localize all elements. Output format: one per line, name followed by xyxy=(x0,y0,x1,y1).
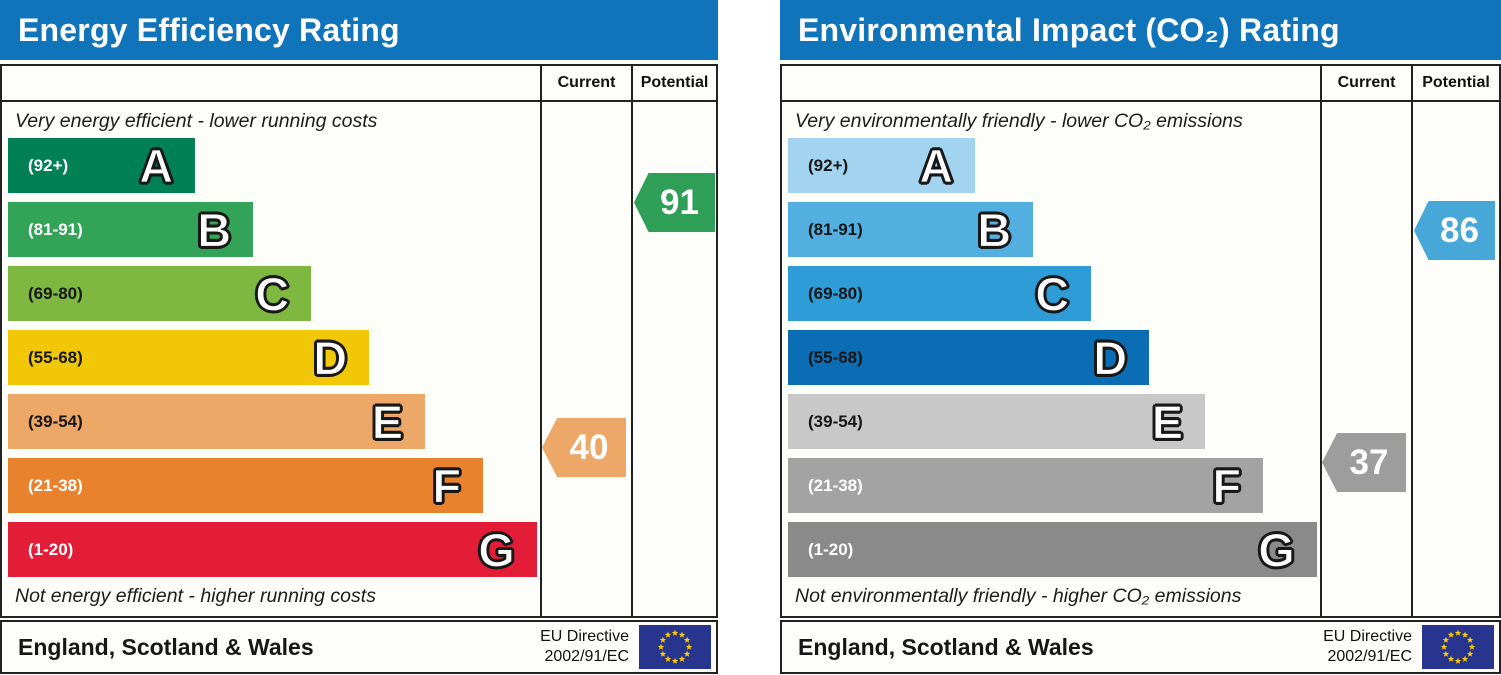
eu-directive-label: EU Directive 2002/91/EC xyxy=(1323,628,1412,665)
band-range-label: (1-20) xyxy=(28,539,74,559)
energy-efficiency-panel: Energy Efficiency Rating Current Potenti… xyxy=(0,0,718,675)
eu-flag-icon xyxy=(1422,625,1494,669)
page-title: Energy Efficiency Rating xyxy=(18,11,400,48)
page-title: Environmental Impact (CO₂) Rating xyxy=(798,11,1340,48)
column-divider xyxy=(540,66,542,616)
current-column-header: Current xyxy=(1337,74,1396,91)
band-range-label: (92+) xyxy=(28,155,69,175)
column-divider xyxy=(1320,66,1322,616)
band-range-label: (69-80) xyxy=(808,283,863,303)
co2-rating-table: Current Potential Very environmentally f… xyxy=(780,64,1501,618)
band-letter: A xyxy=(919,139,954,192)
band-d: (55-68) D xyxy=(8,330,370,385)
potential-rating-value: 86 xyxy=(1440,210,1479,250)
top-caption: Very energy efficient - lower running co… xyxy=(15,110,378,132)
band-letter: G xyxy=(478,523,516,576)
current-column-header: Current xyxy=(557,74,616,91)
potential-column-header: Potential xyxy=(640,74,709,91)
band-g: (1-20) G xyxy=(788,522,1317,577)
energy-efficiency-title-bar: Energy Efficiency Rating xyxy=(0,0,718,60)
band-a: (92+) A xyxy=(8,138,196,193)
potential-rating-arrow: 91 xyxy=(634,173,715,232)
header-divider xyxy=(2,100,716,102)
band-range-label: (21-38) xyxy=(28,475,83,495)
band-range-label: (92+) xyxy=(808,155,849,175)
top-caption: Very environmentally friendly - lower CO… xyxy=(795,110,1243,132)
current-rating-value: 40 xyxy=(569,427,609,467)
band-letter: C xyxy=(1035,267,1070,320)
current-rating-value: 37 xyxy=(1349,442,1389,482)
band-f: (21-38) F xyxy=(788,458,1264,513)
band-e: (39-54) E xyxy=(788,394,1206,449)
band-range-label: (39-54) xyxy=(28,411,83,431)
eu-flag-icon xyxy=(639,625,711,669)
band-letter: F xyxy=(432,459,462,512)
band-f: (21-38) F xyxy=(8,458,484,513)
band-letter: D xyxy=(1093,331,1128,384)
band-g: (1-20) G xyxy=(8,522,537,577)
bottom-caption: Not environmentally friendly - higher CO… xyxy=(795,585,1242,607)
band-letter: B xyxy=(977,203,1012,256)
band-letter: E xyxy=(371,395,404,448)
footer: England, Scotland & Wales EU Directive 2… xyxy=(0,620,718,674)
band-letter: D xyxy=(313,331,348,384)
band-b: (81-91) B xyxy=(8,202,254,257)
column-divider xyxy=(631,66,633,616)
region-label: England, Scotland & Wales xyxy=(798,633,1094,660)
bottom-caption: Not energy efficient - higher running co… xyxy=(15,585,376,607)
band-range-label: (69-80) xyxy=(28,283,83,303)
band-b: (81-91) B xyxy=(788,202,1034,257)
band-range-label: (81-91) xyxy=(808,219,863,239)
footer: England, Scotland & Wales EU Directive 2… xyxy=(780,620,1501,674)
band-c: (69-80) C xyxy=(8,266,312,321)
band-e: (39-54) E xyxy=(8,394,426,449)
energy-rating-table: Current Potential Very energy efficient … xyxy=(0,64,718,618)
rating-bands: (92+) A (81-91) B (69-80) C (55-68) D (3… xyxy=(8,138,540,586)
band-range-label: (1-20) xyxy=(808,539,854,559)
eu-directive-label: EU Directive 2002/91/EC xyxy=(540,628,629,665)
band-letter: B xyxy=(197,203,232,256)
region-label: England, Scotland & Wales xyxy=(18,633,314,660)
band-c: (69-80) C xyxy=(788,266,1092,321)
band-letter: C xyxy=(255,267,290,320)
band-letter: A xyxy=(139,139,174,192)
band-letter: G xyxy=(1258,523,1296,576)
band-d: (55-68) D xyxy=(788,330,1150,385)
header-divider xyxy=(782,100,1499,102)
band-range-label: (55-68) xyxy=(28,347,83,367)
environmental-impact-title-bar: Environmental Impact (CO₂) Rating xyxy=(780,0,1501,60)
current-rating-arrow: 37 xyxy=(1322,433,1406,492)
band-range-label: (21-38) xyxy=(808,475,863,495)
band-letter: E xyxy=(1151,395,1184,448)
environmental-impact-panel: Environmental Impact (CO₂) Rating Curren… xyxy=(780,0,1501,675)
potential-rating-arrow: 86 xyxy=(1414,201,1495,260)
column-divider xyxy=(1411,66,1413,616)
band-range-label: (39-54) xyxy=(808,411,863,431)
current-rating-arrow: 40 xyxy=(542,418,626,477)
rating-bands: (92+) A (81-91) B (69-80) C (55-68) D (3… xyxy=(788,138,1320,586)
potential-rating-value: 91 xyxy=(660,182,699,222)
potential-column-header: Potential xyxy=(1422,74,1490,91)
band-letter: F xyxy=(1212,459,1242,512)
band-range-label: (81-91) xyxy=(28,219,83,239)
band-a: (92+) A xyxy=(788,138,976,193)
band-range-label: (55-68) xyxy=(808,347,863,367)
